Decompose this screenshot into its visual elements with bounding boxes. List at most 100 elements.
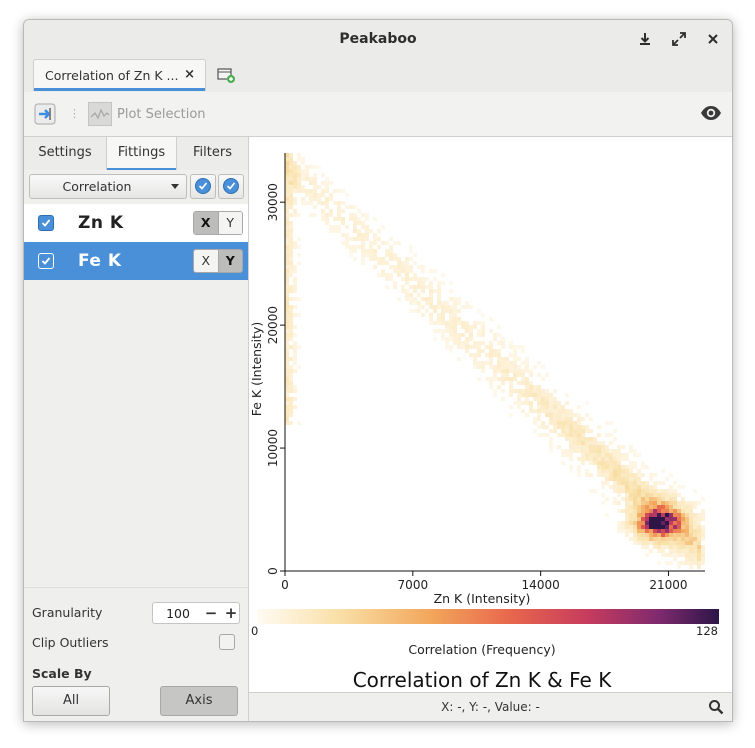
heatmap-cell (285, 333, 289, 337)
decrement-button[interactable]: − (204, 604, 218, 622)
granularity-value[interactable]: 100 (166, 606, 190, 621)
heatmap-cell (609, 457, 613, 461)
heatmap-cell (289, 297, 293, 301)
x-axis-button[interactable]: X (194, 250, 218, 272)
heatmap-cell (385, 253, 389, 257)
tab-fittings[interactable]: Fittings (106, 137, 177, 171)
heatmap-cell (417, 277, 421, 281)
heatmap-cell (633, 529, 637, 533)
heatmap-cell (653, 521, 657, 525)
heatmap-cell (605, 481, 609, 485)
heatmap-cell (669, 545, 673, 549)
heatmap-cell (633, 533, 637, 537)
heatmap-cell (289, 389, 293, 393)
heatmap-cell (613, 489, 617, 493)
increment-button[interactable]: + (224, 604, 238, 622)
heatmap-cell (561, 453, 565, 457)
heatmap-cell (501, 357, 505, 361)
eye-icon[interactable] (700, 104, 722, 126)
heatmap-cell (293, 201, 297, 205)
heatmap-cell (517, 365, 521, 369)
y-axis-button[interactable]: Y (217, 212, 242, 234)
correlation-chart[interactable]: 0 7000 14000 21000 0 10000 20000 30000 Zn K (I… (249, 137, 732, 692)
x-axis-button[interactable]: X (194, 212, 218, 234)
tab-filters[interactable]: Filters (193, 145, 232, 160)
heatmap-cell (641, 497, 645, 501)
granularity-spinner[interactable]: 100 − + (152, 602, 240, 624)
heatmap-cell (589, 441, 593, 445)
heatmap-cell (637, 473, 641, 477)
fitting-checkbox[interactable] (38, 215, 54, 231)
mode-dropdown[interactable]: Correlation (29, 174, 187, 199)
heatmap-cell (389, 265, 393, 269)
heatmap-cell (565, 417, 569, 421)
maximize-icon[interactable] (670, 30, 688, 48)
heatmap-cell (429, 293, 433, 297)
scale-axis-button[interactable]: Axis (160, 686, 238, 716)
heatmap-cell (285, 369, 289, 373)
heatmap-cell (673, 513, 677, 517)
heatmap-cell (561, 433, 565, 437)
heatmap-cell (285, 305, 289, 309)
heatmap-cell (381, 273, 385, 277)
heatmap-cell (677, 529, 681, 533)
select-all-button[interactable] (190, 174, 216, 199)
heatmap-cell (409, 249, 413, 253)
heatmap-cell (437, 313, 441, 317)
toolbar: ⋮ Plot Selection (24, 92, 732, 137)
heatmap-cell (641, 533, 645, 537)
fitting-checkbox[interactable] (38, 253, 54, 269)
heatmap-cell (289, 257, 293, 261)
heatmap-cell (613, 449, 617, 453)
heatmap-cell (541, 397, 545, 401)
heatmap-cell (617, 445, 621, 449)
heatmap-cell (613, 481, 617, 485)
tab-settings[interactable]: Settings (38, 145, 92, 160)
close-tab-icon[interactable]: × (184, 67, 195, 82)
heatmap-cell (689, 517, 693, 521)
heatmap-cell (621, 477, 625, 481)
heatmap-cell (461, 333, 465, 337)
fitting-controls: Correlation (24, 170, 248, 204)
heatmap-cell (681, 517, 685, 521)
heatmap-cell (689, 501, 693, 505)
heatmap-cell (497, 333, 501, 337)
fitting-row-fe-k[interactable]: Fe K X Y (24, 242, 248, 280)
close-icon[interactable] (704, 30, 722, 48)
new-tab-icon[interactable] (216, 66, 236, 84)
download-icon[interactable] (636, 30, 654, 48)
heatmap-cell (613, 437, 617, 441)
heatmap-cell (285, 193, 289, 197)
heatmap-cell (441, 337, 445, 341)
scale-all-button[interactable]: All (32, 686, 110, 716)
heatmap-cell (533, 429, 537, 433)
heatmap-cell (597, 469, 601, 473)
heatmap-cell (441, 309, 445, 313)
document-tab[interactable]: Correlation of Zn K ... × (33, 59, 206, 91)
heatmap-cell (481, 333, 485, 337)
heatmap-cell (613, 501, 617, 505)
export-button[interactable] (34, 103, 56, 129)
heatmap-cell (297, 185, 301, 189)
heatmap-cell (585, 469, 589, 473)
heatmap-cell (649, 477, 653, 481)
y-axis-button[interactable]: Y (217, 250, 242, 272)
zoom-icon[interactable] (708, 699, 724, 715)
heatmap-cell (481, 341, 485, 345)
heatmap-cell (361, 221, 365, 225)
clip-outliers-checkbox[interactable] (219, 634, 235, 650)
heatmap-cell (601, 473, 605, 477)
heatmap-cell (289, 213, 293, 217)
plot-selection-button[interactable]: Plot Selection (88, 102, 206, 126)
fitting-row-zn-k[interactable]: Zn K X Y (24, 204, 248, 242)
plot-area[interactable]: 0 7000 14000 21000 0 10000 20000 30000 Zn K (I… (249, 137, 732, 692)
heatmap-cell (521, 401, 525, 405)
heatmap-cell (517, 357, 521, 361)
confirm-button[interactable] (218, 174, 244, 199)
heatmap-cell (613, 485, 617, 489)
heatmap-cell (649, 517, 653, 521)
heatmap-cell (409, 309, 413, 313)
heatmap-cell (433, 329, 437, 333)
heatmap-cell (633, 473, 637, 477)
heatmap-cell (573, 437, 577, 441)
